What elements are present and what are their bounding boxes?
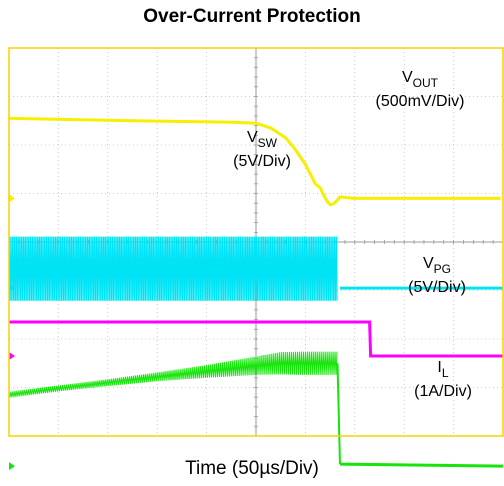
- channel-marker-il: [9, 462, 15, 471]
- trace-labels: VOUT (500mV/Div) VSW (5V/Div) VPG (5V/Div) IL (…: [233, 69, 472, 400]
- vsw-label: VSW: [247, 129, 278, 150]
- channel-marker-vout: [9, 194, 15, 203]
- vpg-scale-label: (5V/Div): [408, 279, 466, 296]
- chart-title: Over-Current Protection: [143, 6, 361, 27]
- x-axis-label: Time (50µs/Div): [185, 458, 319, 479]
- il-ripple-trace: [8, 351, 338, 398]
- il-off-trace: [339, 462, 504, 468]
- traces: [8, 116, 504, 471]
- vout-trace: [8, 116, 501, 207]
- vsw-switching-trace: [8, 236, 338, 301]
- channel-marker-vpg: [9, 351, 15, 360]
- il-drop-trace: [336, 363, 341, 465]
- vpg-trace: [9, 320, 503, 358]
- vout-scale-label: (500mV/Div): [376, 93, 465, 110]
- plot-frame: [8, 47, 504, 437]
- il-scale-label: (1A/Div): [414, 383, 472, 400]
- channel-marker-vsw: [9, 284, 15, 293]
- il-label: IL: [437, 359, 448, 380]
- vsw-scale-label: (5V/Div): [233, 153, 291, 170]
- vpg-label: VPG: [423, 255, 451, 276]
- vout-label: VOUT: [402, 69, 439, 90]
